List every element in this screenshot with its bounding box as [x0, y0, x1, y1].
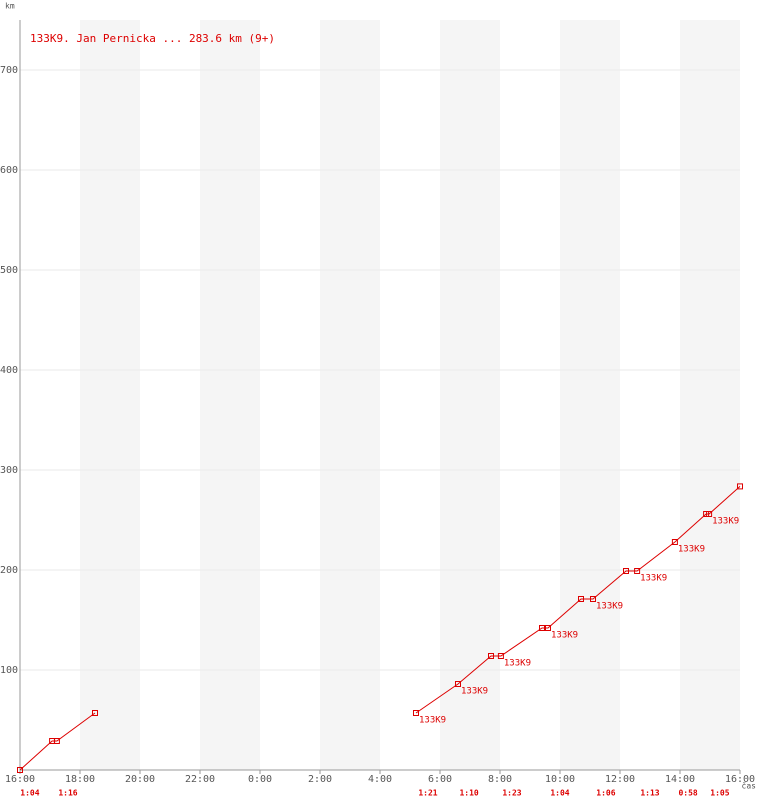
annotation: 133K9: [461, 687, 488, 697]
y-tick-label: 200: [0, 565, 18, 576]
x-tick-label: 16:00: [725, 774, 755, 785]
band: [680, 20, 740, 770]
point-marker: [706, 511, 713, 517]
x-tick-label: 22:00: [185, 774, 215, 785]
annotation: 133K9: [712, 517, 739, 527]
annotation: 133K9: [678, 545, 705, 555]
x-tick-label: 14:00: [665, 774, 695, 785]
x-tick-label: 2:00: [308, 774, 332, 785]
band: [80, 20, 140, 770]
point-marker: [623, 568, 629, 574]
duration-label: 1:06: [596, 789, 615, 798]
y-tick-label: 600: [0, 165, 18, 176]
x-tick-label: 6:00: [428, 774, 452, 785]
annotation: 133K9: [419, 716, 446, 726]
x-tick-label: 16:00: [5, 774, 35, 785]
point-marker: [539, 625, 545, 631]
y-tick-label: 300: [0, 465, 18, 476]
x-tick-label: 18:00: [65, 774, 95, 785]
duration-label: 1:04: [550, 789, 569, 798]
duration-label: 1:23: [502, 789, 521, 798]
band: [320, 20, 380, 770]
point-marker: [545, 625, 551, 631]
x-tick-label: 4:00: [368, 774, 392, 785]
point-marker: [455, 681, 461, 687]
y-axis-label: km: [5, 2, 15, 11]
x-axis-label: čas: [742, 781, 757, 791]
point-marker: [497, 653, 504, 659]
point-marker: [634, 568, 641, 574]
x-tick-label: 12:00: [605, 774, 635, 785]
band: [560, 20, 620, 770]
x-tick-label: 0:00: [248, 774, 272, 785]
duration-label: 1:10: [459, 789, 478, 798]
duration-label: 1:05: [710, 789, 729, 798]
y-tick-label: 700: [0, 65, 18, 76]
point-marker: [413, 710, 419, 716]
point-marker: [671, 539, 678, 545]
annotation: 133K9: [504, 659, 531, 669]
duration-label: 1:13: [640, 789, 659, 798]
point-marker: [17, 767, 23, 773]
y-tick-label: 400: [0, 365, 18, 376]
chart-title: 133K9. Jan Pernicka ... 283.6 km (9+): [30, 32, 275, 45]
x-tick-label: 10:00: [545, 774, 575, 785]
duration-label: 1:16: [58, 789, 77, 798]
point-marker: [92, 710, 98, 716]
duration-label: 1:04: [20, 789, 39, 798]
y-tick-label: 100: [0, 665, 18, 676]
point-marker: [737, 483, 743, 490]
point-marker: [590, 596, 596, 602]
point-marker: [53, 738, 60, 744]
band: [200, 20, 260, 770]
band: [440, 20, 500, 770]
duration-label: 1:21: [418, 789, 437, 798]
x-tick-label: 8:00: [488, 774, 512, 785]
duration-label: 0:58: [678, 789, 697, 798]
annotation: 133K9: [596, 602, 623, 612]
point-marker: [578, 596, 584, 602]
annotation: 133K9: [551, 631, 578, 641]
point-marker: [488, 653, 494, 659]
x-tick-label: 20:00: [125, 774, 155, 785]
y-tick-label: 500: [0, 265, 18, 276]
annotation: 133K9: [640, 574, 667, 584]
